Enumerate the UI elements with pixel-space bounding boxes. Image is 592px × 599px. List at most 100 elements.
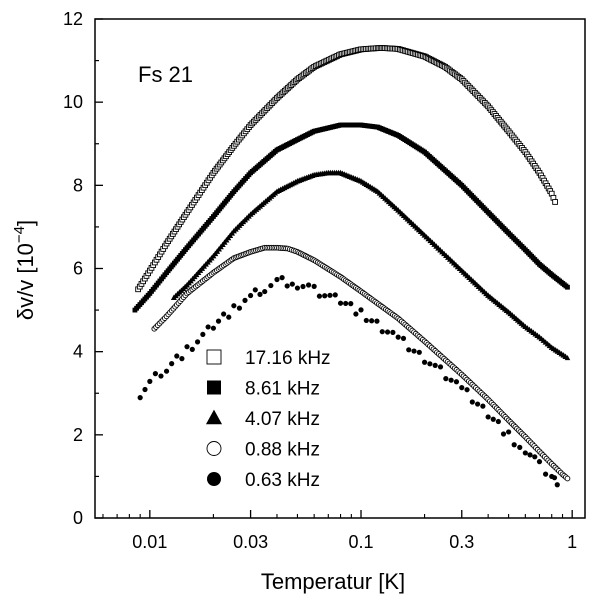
data-point: [226, 314, 232, 320]
data-point: [480, 403, 486, 409]
data-point: [289, 281, 295, 287]
sample-label: Fs 21: [138, 62, 193, 87]
y-tick-label: 4: [73, 342, 83, 362]
data-point: [158, 373, 164, 379]
data-point: [210, 325, 216, 331]
data-point: [247, 292, 254, 299]
data-point: [379, 329, 385, 335]
legend-item: 0.63 kHz: [207, 470, 320, 491]
data-point: [274, 276, 280, 283]
legend-label: 17.16 kHz: [245, 348, 331, 369]
legend-item: 8.61 kHz: [207, 379, 320, 400]
legend-label: 0.88 kHz: [245, 440, 320, 461]
data-point: [437, 364, 444, 370]
data-point: [564, 355, 571, 361]
y-axis-title: δv/v [10−4]: [11, 220, 38, 320]
legend-item: 17.16 kHz: [206, 348, 331, 369]
y-axis-title-close: ]: [13, 220, 38, 226]
legend-label: 4.07 kHz: [245, 409, 320, 430]
data-point: [184, 344, 190, 350]
data-point: [137, 395, 143, 401]
data-point: [369, 318, 375, 324]
data-point: [490, 416, 496, 422]
data-point: [169, 361, 175, 367]
data-point: [500, 431, 507, 437]
data-point: [469, 399, 475, 405]
y-tick-label: 10: [63, 92, 83, 112]
data-point: [395, 334, 401, 340]
y-tick-label: 12: [63, 9, 83, 29]
data-point: [311, 283, 317, 289]
x-axis-title: Temperatur [K]: [261, 569, 405, 594]
data-point: [200, 331, 206, 338]
data-point: [179, 356, 185, 362]
data-point: [221, 311, 227, 317]
legend: 17.16 kHz 8.61 kHz 4.07 kHz 0.88 kHz 0.63 kH…: [205, 348, 331, 491]
data-point: [262, 288, 268, 295]
y-tick-label: 6: [73, 259, 83, 279]
data-point: [390, 329, 396, 335]
data-point: [284, 283, 290, 289]
legend-label: 8.61 kHz: [245, 379, 320, 400]
data-point: [332, 292, 338, 298]
data-point: [353, 311, 359, 317]
series-4-07-kHz: [170, 169, 571, 361]
x-tick-label: 0.1: [348, 532, 373, 552]
series-8-61-kHz: [132, 122, 570, 313]
data-point: [406, 347, 412, 353]
legend-label: 0.63 kHz: [245, 470, 320, 491]
data-point: [443, 376, 449, 382]
legend-marker: [206, 349, 222, 365]
data-point: [527, 452, 533, 458]
legend-marker: [205, 409, 223, 425]
data-point: [554, 482, 560, 488]
data-point: [432, 362, 438, 368]
data-point: [506, 429, 512, 435]
data-point: [174, 353, 180, 359]
data-point: [268, 282, 274, 289]
legend-item: 0.88 kHz: [206, 440, 320, 461]
series-17-16-kHz: [135, 45, 558, 293]
data-point: [459, 385, 465, 391]
data-point: [522, 450, 528, 456]
data-point: [322, 293, 328, 299]
data-point: [421, 359, 428, 365]
data-point: [564, 475, 571, 482]
data-point: [358, 307, 364, 313]
data-point: [300, 283, 306, 290]
series-0-63-kHz: [137, 275, 560, 488]
data-point: [189, 346, 195, 352]
data-point: [142, 386, 148, 393]
data-point: [464, 387, 470, 393]
data-point: [205, 324, 211, 330]
y-tick-label: 8: [73, 175, 83, 195]
data-point: [363, 317, 369, 324]
data-point: [279, 275, 285, 281]
data-point: [343, 300, 349, 307]
data-point: [316, 293, 323, 299]
data-point: [257, 291, 263, 297]
data-point: [532, 454, 538, 460]
legend-item: 4.07 kHz: [205, 409, 320, 430]
series-0-88-kHz: [151, 244, 571, 482]
data-point: [215, 318, 222, 324]
data-point: [242, 297, 248, 303]
data-point: [231, 303, 237, 309]
x-axis: 0.01 0.03 0.1 0.3 1: [102, 510, 577, 552]
data-point: [453, 379, 460, 385]
data-point: [163, 368, 170, 374]
data-point: [147, 378, 153, 384]
data-point: [565, 284, 570, 290]
data-point: [495, 418, 501, 425]
data-point: [511, 442, 517, 448]
y-axis-title-main: δv/v [10: [13, 243, 38, 320]
data-point: [252, 287, 258, 293]
data-point: [427, 361, 433, 367]
y-axis-title-exponent: −4: [11, 226, 28, 243]
x-tick-label: 1: [567, 532, 577, 552]
data-point: [517, 444, 523, 450]
legend-marker: [207, 380, 221, 395]
x-tick-label: 0.03: [233, 532, 268, 552]
data-point: [294, 285, 301, 291]
